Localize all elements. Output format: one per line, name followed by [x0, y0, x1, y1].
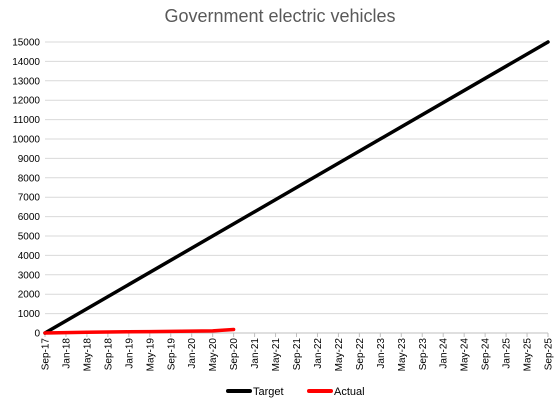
x-tick-label: May-24: [460, 338, 471, 372]
x-tick-label: Jan-19: [124, 338, 135, 369]
x-tick-label: Sep-19: [166, 338, 177, 371]
x-tick-label: Sep-20: [229, 338, 240, 371]
x-tick-label: May-20: [208, 338, 219, 372]
x-tick-label: Sep-17: [41, 338, 52, 371]
x-tick-label: Jan-20: [187, 338, 198, 369]
y-tick-label: 5000: [18, 232, 41, 243]
x-tick-label: Jan-18: [61, 338, 72, 369]
x-tick-label: Jan-22: [313, 338, 324, 369]
y-tick-label: 13000: [12, 76, 40, 87]
y-tick-label: 8000: [18, 173, 41, 184]
y-tick-label: 12000: [12, 96, 40, 107]
y-tick-label: 2000: [18, 290, 41, 301]
x-tick-label: Sep-22: [355, 338, 366, 371]
x-tick-label: Jan-25: [502, 338, 513, 369]
y-tick-label: 7000: [18, 193, 41, 204]
y-tick-label: 10000: [12, 135, 40, 146]
y-tick-label: 0: [34, 329, 40, 340]
y-tick-label: 1000: [18, 309, 41, 320]
x-tick-label: May-18: [82, 338, 93, 372]
y-tick-label: 14000: [12, 57, 40, 68]
x-tick-label: Sep-18: [103, 338, 114, 371]
y-tick-label: 4000: [18, 251, 41, 262]
x-tick-label: Jan-21: [250, 338, 261, 369]
x-tick-label: May-22: [334, 338, 345, 372]
x-tick-label: May-19: [145, 338, 156, 372]
series-line-actual: [43, 327, 236, 335]
x-tick-label: Jan-24: [439, 338, 450, 369]
x-tick-label: May-25: [523, 338, 534, 372]
y-tick-label: 15000: [12, 38, 40, 49]
x-tick-label: Sep-24: [481, 338, 492, 371]
y-tick-label: 3000: [18, 270, 41, 281]
x-tick-label: Jan-23: [376, 338, 387, 369]
series-line-target: [43, 40, 550, 335]
legend-label-target: Target: [253, 386, 284, 398]
legend-label-actual: Actual: [334, 386, 365, 398]
y-tick-label: 9000: [18, 154, 41, 165]
x-tick-label: Sep-25: [544, 338, 555, 371]
x-tick-label: Sep-23: [418, 338, 429, 371]
x-tick-label: Sep-21: [292, 338, 303, 371]
y-tick-label: 6000: [18, 212, 41, 223]
chart-title: Government electric vehicles: [164, 6, 396, 26]
y-tick-label: 11000: [13, 115, 41, 126]
x-tick-label: May-23: [397, 338, 408, 372]
x-tick-label: May-21: [271, 338, 282, 372]
